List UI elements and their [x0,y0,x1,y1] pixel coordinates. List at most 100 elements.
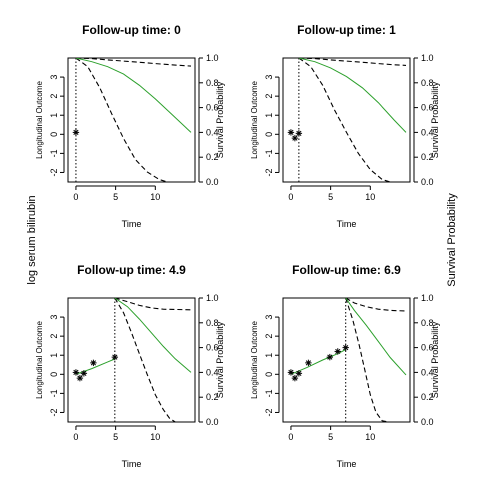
observation-point [291,374,299,382]
x-tick-label: 5 [113,432,118,442]
left-tick-label: -2 [49,408,59,416]
x-axis-label: Time [337,219,357,229]
survival-lower-line [345,298,389,422]
right-tick-label: 1.0 [206,53,219,63]
x-tick-label: 10 [150,192,160,202]
survival-mean-line [298,58,407,133]
survival-upper-line [345,298,407,312]
x-tick-label: 10 [365,432,375,442]
observation-point [72,129,80,136]
survival-upper-line [114,298,192,311]
right-tick-label: 0.6 [206,103,219,113]
x-axis-label: Time [122,459,142,469]
observation-point [342,344,349,351]
survival-lower-line [114,298,176,422]
observation-point [334,348,341,355]
x-tick-label: 10 [150,432,160,442]
panel-title: Follow-up time: 0 [82,23,181,37]
right-tick-label: 0.4 [206,367,219,377]
left-tick-label: 3 [49,75,59,80]
panel-1: Follow-up time: 0 0 5 10 Time -2 -1 0 1 2 3 Longitu… [35,23,225,229]
observation-point [295,130,303,137]
right-tick-label: 0.0 [421,417,434,427]
x-tick-label: 5 [328,192,333,202]
observation-point [111,353,119,361]
panel-title: Follow-up time: 6.9 [292,263,401,277]
survival-mean-line [75,58,192,133]
right-tick-label: 0.0 [206,417,219,427]
observation-point [72,369,80,376]
right-tick-label: 0.6 [421,343,434,353]
left-tick-label: 1 [49,353,59,358]
observation-point [287,369,295,376]
right-tick-label: 0.2 [206,152,219,162]
right-axis-label: Survival Probability [215,81,225,158]
x-tick-label: 0 [73,192,78,202]
left-tick-label: 2 [264,334,274,339]
x-tick-label: 0 [73,432,78,442]
left-tick-label: -1 [264,149,274,157]
observation-point [291,134,299,142]
left-axis-label: Longitudinal Outcome [35,321,44,399]
left-tick-label: 0 [49,372,59,377]
left-tick-label: -2 [264,168,274,176]
left-tick-label: -1 [49,389,59,397]
right-tick-label: 1.0 [421,293,434,303]
left-tick-label: 3 [264,75,274,80]
right-tick-label: 0.2 [421,152,434,162]
left-tick-label: 1 [264,113,274,118]
plot-frame [282,57,411,183]
panel-2: Follow-up time: 1 0 5 10 Time -2 -1 0 1 2 3 Longitu… [250,23,440,229]
right-tick-label: 0.0 [421,177,434,187]
right-tick-label: 0.4 [421,127,434,137]
outer-right-label: Survival Probability [446,193,458,287]
left-tick-label: 3 [49,315,59,320]
plot-frame [67,297,196,423]
observation-point [305,359,312,367]
plot-area [72,298,192,422]
left-tick-label: 1 [49,113,59,118]
observation-point [287,129,295,136]
left-tick-label: -2 [49,168,59,176]
x-tick-label: 0 [288,432,293,442]
right-tick-label: 0.8 [421,318,434,328]
plot-area [72,58,192,182]
left-tick-label: 0 [49,132,59,137]
right-tick-label: 1.0 [421,53,434,63]
plot-frame [67,57,196,183]
survival-mean-line [345,298,407,376]
survival-mean-line [114,298,192,373]
survival-upper-line [298,58,407,66]
x-tick-label: 10 [365,192,375,202]
plot-frame [282,297,411,423]
x-tick-label: 5 [328,432,333,442]
right-tick-label: 0.6 [206,343,219,353]
left-tick-label: 2 [49,94,59,99]
left-tick-label: 0 [264,372,274,377]
left-axis-label: Longitudinal Outcome [250,81,259,159]
panel-4: Follow-up time: 6.9 0 5 10 Time -2 -1 0 1 2 3 Longi… [250,263,440,469]
left-axis-label: Longitudinal Outcome [35,81,44,159]
observation-point [90,359,97,367]
observation-point [295,370,303,377]
panel-3: Follow-up time: 4.9 0 5 10 Time -2 -1 0 1 2 3 Longi… [35,263,225,469]
right-axis-label: Survival Probability [430,321,440,398]
right-tick-label: 0.6 [421,103,434,113]
left-tick-label: -1 [264,389,274,397]
right-axis-label: Survival Probability [430,81,440,158]
right-tick-label: 0.2 [206,392,219,402]
right-tick-label: 0.4 [206,127,219,137]
left-tick-label: 3 [264,315,274,320]
plot-area [287,298,407,422]
left-tick-label: 0 [264,132,274,137]
x-axis-label: Time [337,459,357,469]
x-tick-label: 5 [113,192,118,202]
survival-lower-line [298,58,391,182]
right-axis-label: Survival Probability [215,321,225,398]
left-tick-label: -1 [49,149,59,157]
right-tick-label: 0.4 [421,367,434,377]
panel-title: Follow-up time: 1 [297,23,396,37]
observation-point [80,370,88,377]
right-tick-label: 0.8 [206,318,219,328]
